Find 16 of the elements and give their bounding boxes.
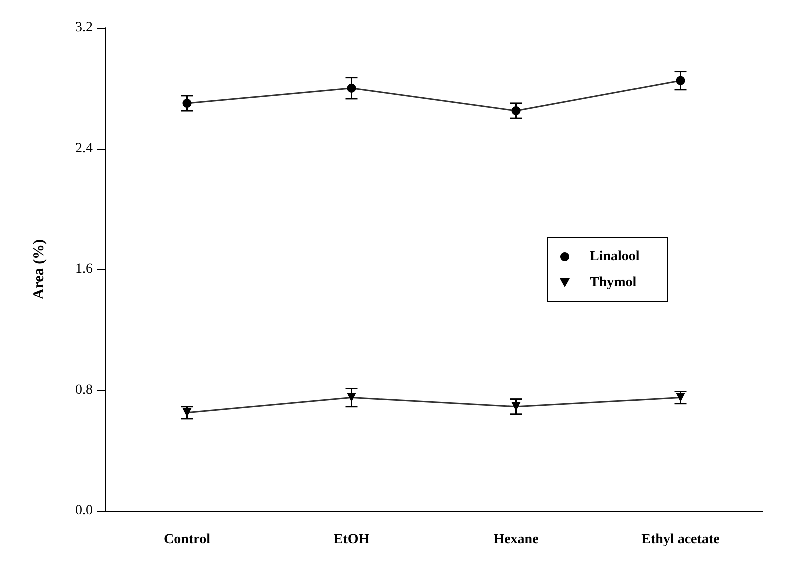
x-tick-label: Ethyl acetate xyxy=(642,532,720,548)
legend-label: Thymol xyxy=(590,276,637,290)
point xyxy=(182,98,192,108)
y-tick-label: 3.2 xyxy=(76,20,93,36)
point xyxy=(676,76,686,86)
x-tick-label: Control xyxy=(164,532,211,548)
legend-label: Linalool xyxy=(590,250,640,264)
y-tick-label: 1.6 xyxy=(76,262,93,277)
point xyxy=(347,84,356,93)
y-axis-title: Area (%) xyxy=(32,239,48,300)
x-tick-label: EtOH xyxy=(334,532,370,548)
x-tick-label: Hexane xyxy=(494,532,539,548)
y-tick-label: 0.8 xyxy=(76,382,93,398)
point xyxy=(512,106,521,116)
y-tick-label: 0.0 xyxy=(76,504,93,518)
y-tick-label: 2.4 xyxy=(76,141,93,156)
